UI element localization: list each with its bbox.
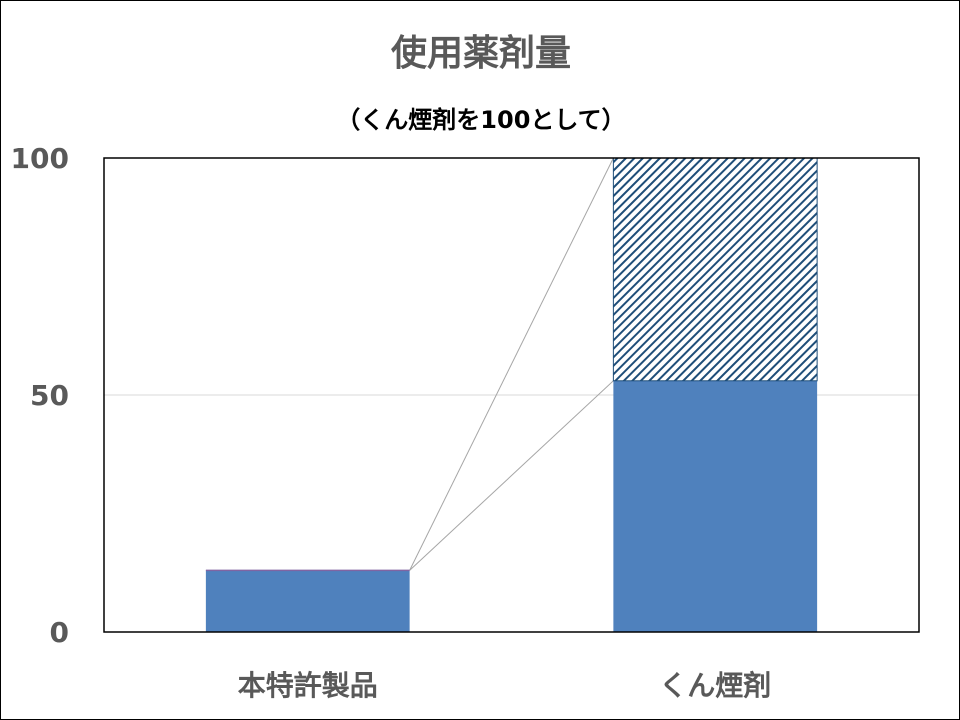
bar-segment-hatched bbox=[612, 157, 818, 382]
bars bbox=[205, 157, 818, 632]
y-tick-label: 0 bbox=[50, 616, 69, 649]
series-line bbox=[409, 157, 614, 571]
x-axis-ticks: 本特許製品 くん煙剤 bbox=[238, 669, 772, 702]
y-tick-label: 50 bbox=[30, 379, 69, 412]
chart-title: 使用薬剤量 bbox=[391, 33, 571, 74]
bar-segment bbox=[613, 380, 818, 632]
x-tick-label: 本特許製品 bbox=[238, 669, 378, 702]
bar-segment bbox=[205, 570, 410, 632]
plot-area-border bbox=[103, 157, 920, 633]
y-tick-label: 100 bbox=[11, 142, 69, 175]
series-lines bbox=[409, 157, 614, 571]
y-axis-ticks: 0 50 100 bbox=[11, 142, 69, 649]
series-line bbox=[409, 380, 614, 571]
x-tick-label: くん煙剤 bbox=[659, 669, 771, 702]
chart-subtitle: （くん煙剤を100として） bbox=[336, 106, 625, 134]
